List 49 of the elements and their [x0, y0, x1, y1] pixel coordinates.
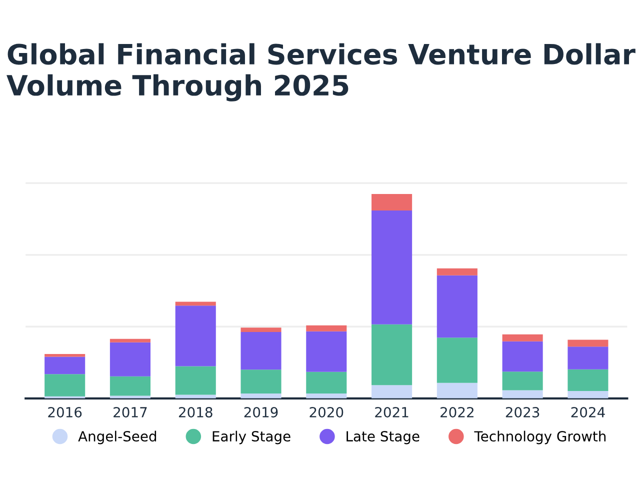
x-tick-label: 2022	[440, 406, 474, 418]
bar	[372, 194, 412, 211]
bar	[306, 393, 347, 398]
bar	[306, 372, 347, 394]
x-tick-label: 2017	[114, 406, 147, 418]
bar	[44, 354, 86, 357]
bar	[568, 391, 608, 398]
bar	[372, 210, 412, 324]
bar	[502, 341, 543, 372]
bar	[436, 268, 478, 276]
bar	[110, 376, 150, 396]
x-tick-label: 2016	[48, 406, 82, 418]
bar	[110, 342, 150, 376]
chart-title: Global Financial Services Venture Dollar Volume Through 2025	[6, 43, 636, 102]
bar	[568, 369, 608, 392]
bar	[44, 356, 86, 374]
bar	[240, 370, 282, 394]
bar	[372, 385, 412, 398]
x-tick-label: 2020	[310, 406, 344, 418]
bar	[306, 331, 347, 372]
bar	[306, 325, 347, 332]
bar	[110, 338, 150, 342]
bar	[502, 390, 543, 398]
bar	[175, 366, 216, 395]
bar	[240, 393, 282, 398]
x-tick-label: 2024	[571, 406, 605, 418]
bar	[44, 374, 86, 396]
bar	[110, 396, 150, 398]
bar	[240, 328, 282, 332]
legend-label: Early Stage	[212, 430, 290, 444]
bar	[436, 382, 478, 398]
bar	[568, 340, 608, 347]
bar	[568, 346, 608, 370]
bar	[502, 372, 543, 390]
legend-label: Technology Growth	[474, 430, 606, 444]
bar	[436, 338, 478, 383]
bar	[175, 306, 216, 366]
bar	[372, 324, 412, 386]
legend-label: Angel-Seed	[78, 430, 156, 444]
x-tick-label: 2023	[506, 406, 540, 418]
bar	[175, 302, 216, 306]
legend-label: Late Stage	[346, 431, 420, 444]
x-tick-label: 2018	[178, 406, 212, 418]
x-tick-label: 2021	[375, 406, 408, 418]
bar	[502, 334, 543, 342]
bar	[240, 332, 282, 370]
x-tick-label: 2019	[244, 406, 278, 418]
bar	[175, 394, 216, 398]
bar	[436, 275, 478, 338]
